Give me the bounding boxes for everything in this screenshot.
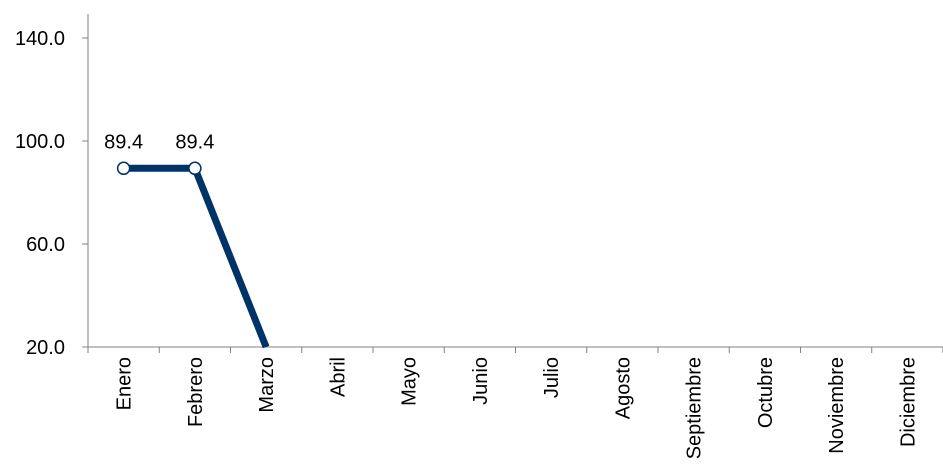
- series-layer: 89.4 89.4: [104, 131, 270, 349]
- x-tick-label: Septiembre: [684, 357, 706, 459]
- x-tick-label: Noviembre: [826, 357, 848, 454]
- x-tick-label: Febrero: [185, 357, 207, 427]
- y-axis-ticks: 20.0 60.0 100.0 140.0: [15, 28, 88, 359]
- data-point-marker: [188, 161, 202, 176]
- x-tick-label: Agosto: [612, 357, 634, 419]
- x-tick-label: Octubre: [755, 357, 777, 428]
- data-label: 89.4: [175, 131, 214, 153]
- x-tick-label: Marzo: [256, 357, 278, 413]
- x-tick-label: Mayo: [399, 357, 421, 406]
- x-tick-label: Julio: [541, 357, 563, 398]
- x-axis-ticks: Enero Febrero Marzo Abril Mayo Junio Julio Agos…: [87, 347, 943, 459]
- y-tick-label: 60.0: [26, 234, 65, 256]
- y-tick-label: 20.0: [26, 337, 65, 359]
- x-tick-label: Enero: [114, 357, 136, 410]
- data-label: 89.4: [104, 131, 143, 153]
- x-tick-label: Abril: [327, 357, 349, 397]
- series-line: [123, 164, 270, 349]
- y-tick-label: 140.0: [15, 28, 65, 50]
- y-tick-label: 100.0: [15, 131, 65, 153]
- x-tick-label: Junio: [470, 357, 492, 405]
- x-tick-label: Diciembre: [897, 357, 919, 447]
- data-point-marker: [116, 161, 131, 176]
